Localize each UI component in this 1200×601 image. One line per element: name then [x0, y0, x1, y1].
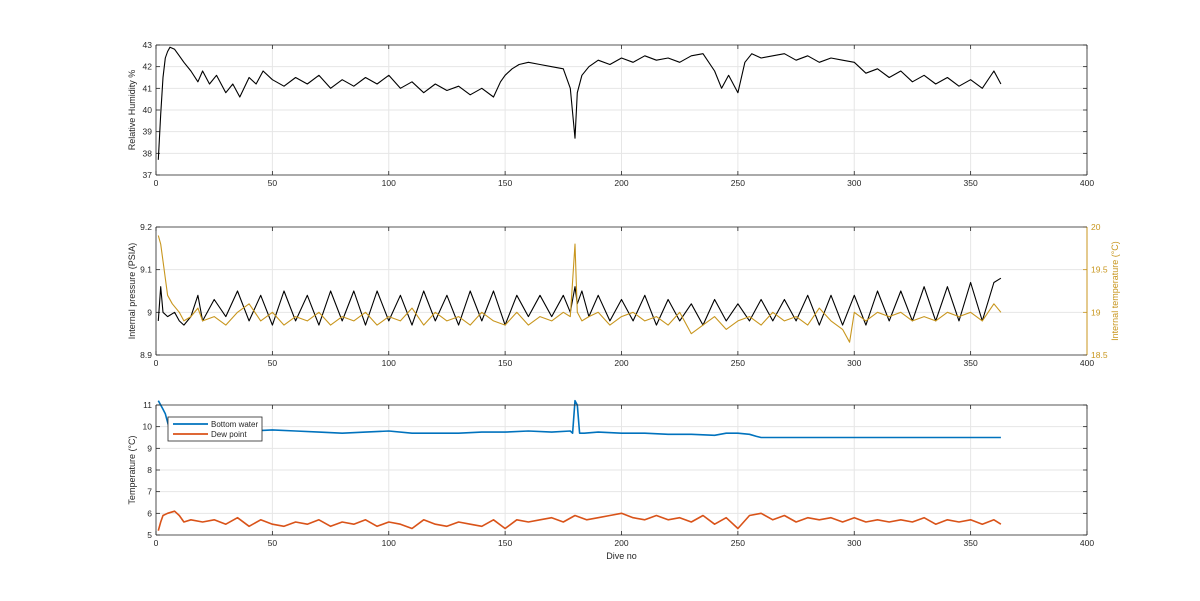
- y-axis-label: Temperature (°C): [127, 435, 137, 504]
- x-tick-label: 50: [268, 358, 278, 368]
- y-tick-label: 38: [143, 148, 153, 158]
- y-tick-label: 9: [147, 307, 152, 317]
- x-tick-label: 250: [731, 178, 745, 188]
- x-axis-label: Dive no: [606, 551, 637, 561]
- x-tick-label: 100: [382, 538, 396, 548]
- x-tick-label: 0: [154, 178, 159, 188]
- legend-entry-2: Dew point: [211, 430, 247, 439]
- x-tick-label: 250: [731, 358, 745, 368]
- y2-tick-label: 19: [1091, 307, 1101, 317]
- y-tick-label: 9.2: [140, 222, 152, 232]
- series-line-1: [157, 46, 1002, 160]
- x-tick-label: 150: [498, 358, 512, 368]
- y2-tick-label: 18.5: [1091, 350, 1108, 360]
- y2-axis-label: Internal temperature (°C): [1110, 241, 1120, 341]
- y-tick-label: 10: [143, 422, 153, 432]
- x-tick-label: 150: [498, 178, 512, 188]
- y-tick-label: 43: [143, 40, 153, 50]
- y-tick-label: 40: [143, 105, 153, 115]
- y2-tick-label: 19.5: [1091, 265, 1108, 275]
- y-tick-label: 8: [147, 465, 152, 475]
- chart-panel-2: 0 50 100 150 200 250 300 350 400 8.9 9 9.1 9.2 18.5 19…: [127, 222, 1120, 368]
- series-line-1: [157, 277, 1002, 326]
- x-tick-label: 350: [964, 538, 978, 548]
- y-tick-label: 5: [147, 530, 152, 540]
- x-tick-label: 0: [154, 538, 159, 548]
- x-tick-label: 400: [1080, 178, 1094, 188]
- x-tick-label: 200: [614, 538, 628, 548]
- y-tick-label: 9.1: [140, 265, 152, 275]
- y-tick-label: 8.9: [140, 350, 152, 360]
- x-tick-label: 250: [731, 538, 745, 548]
- x-tick-label: 400: [1080, 538, 1094, 548]
- chart-panel-3: 0 50 100 150 200 250 300 350 400 5 6 7 8 9 10 11 Tempera…: [127, 399, 1094, 561]
- legend-entry-1: Bottom water: [211, 420, 258, 429]
- series-line-1: [157, 399, 1001, 439]
- x-tick-label: 300: [847, 178, 861, 188]
- y-axis-label: Relative Humidity %: [127, 70, 137, 151]
- y-tick-label: 37: [143, 170, 153, 180]
- series-line-2: [157, 235, 1002, 343]
- y-axis-label: Internal pressure (PSIA): [127, 243, 137, 340]
- y-tick-label: 6: [147, 508, 152, 518]
- x-tick-label: 400: [1080, 358, 1094, 368]
- y-tick-label: 9: [147, 443, 152, 453]
- x-tick-label: 0: [154, 358, 159, 368]
- x-tick-label: 350: [964, 178, 978, 188]
- y-tick-label: 42: [143, 62, 153, 72]
- x-tick-label: 100: [382, 178, 396, 188]
- x-tick-label: 50: [268, 178, 278, 188]
- y2-tick-label: 20: [1091, 222, 1101, 232]
- x-tick-label: 200: [614, 358, 628, 368]
- y-tick-label: 39: [143, 127, 153, 137]
- x-tick-label: 300: [847, 358, 861, 368]
- y-tick-label: 7: [147, 487, 152, 497]
- y-tick-label: 11: [143, 400, 152, 410]
- y-tick-label: 41: [143, 83, 153, 93]
- legend-box: [167, 416, 263, 442]
- series-line-2: [157, 510, 1002, 531]
- x-tick-label: 350: [964, 358, 978, 368]
- x-tick-label: 50: [268, 538, 278, 548]
- x-tick-label: 100: [382, 358, 396, 368]
- x-tick-label: 200: [614, 178, 628, 188]
- x-tick-label: 300: [847, 538, 861, 548]
- x-tick-label: 150: [498, 538, 512, 548]
- chart-panel-1: 0 50 100 150 200 250 300 350 400 37 38 39 40 41 42 43 Re…: [127, 40, 1094, 188]
